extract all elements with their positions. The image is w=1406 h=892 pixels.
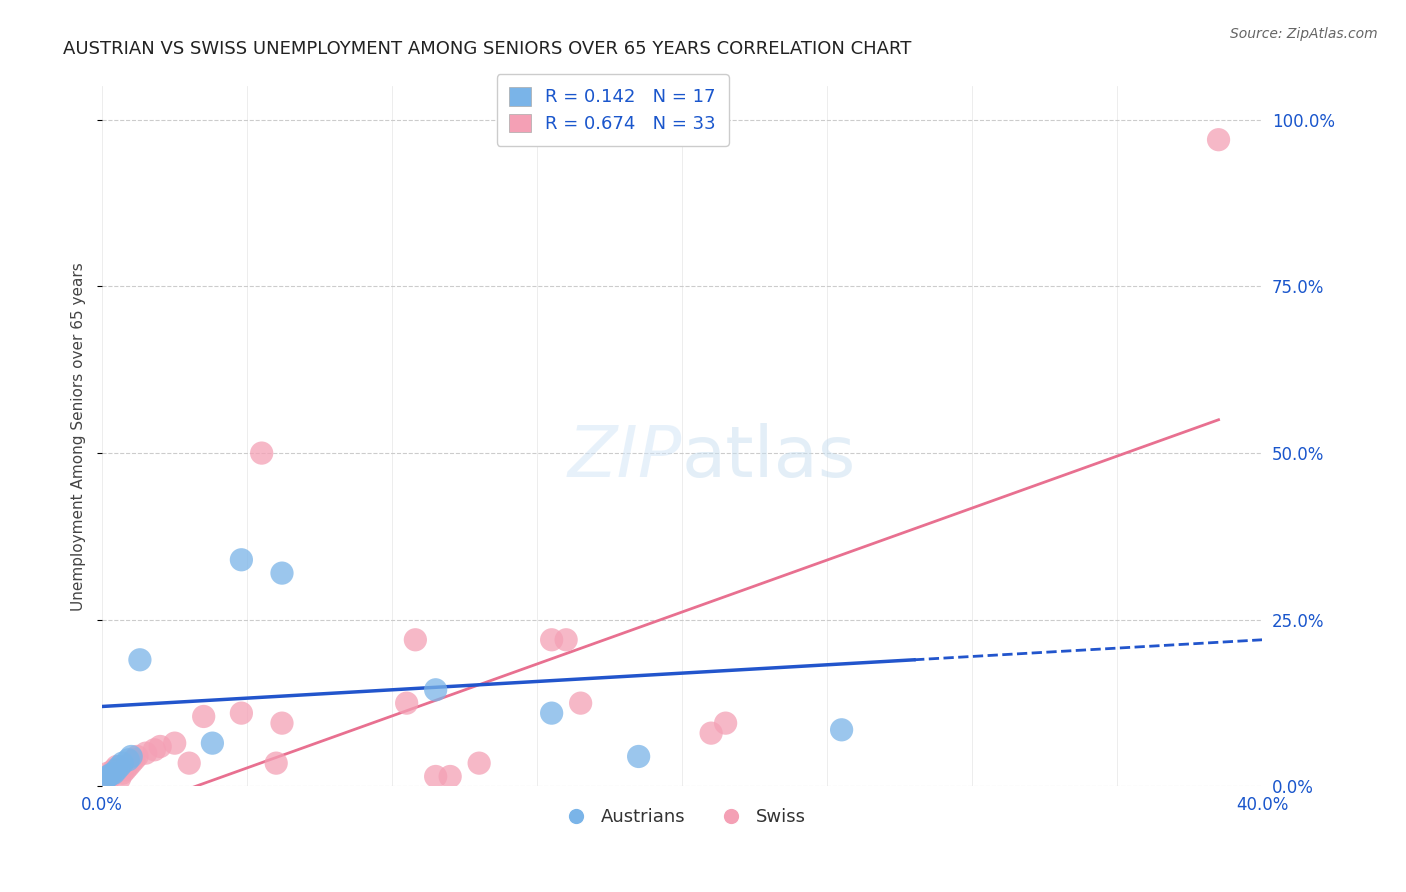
Point bbox=[120, 749, 142, 764]
Y-axis label: Unemployment Among Seniors over 65 years: Unemployment Among Seniors over 65 years bbox=[72, 262, 86, 611]
Point bbox=[117, 759, 139, 773]
Point bbox=[94, 772, 117, 787]
Point bbox=[700, 726, 723, 740]
Point bbox=[179, 756, 201, 771]
Point bbox=[271, 716, 294, 731]
Point bbox=[120, 756, 142, 771]
Point bbox=[163, 736, 186, 750]
Point bbox=[108, 759, 131, 773]
Point bbox=[555, 632, 578, 647]
Point bbox=[271, 566, 294, 581]
Point bbox=[103, 763, 125, 777]
Point bbox=[193, 709, 215, 723]
Point bbox=[569, 696, 592, 710]
Point bbox=[108, 772, 131, 786]
Point bbox=[831, 723, 853, 737]
Point bbox=[231, 706, 253, 720]
Point bbox=[111, 756, 134, 771]
Point bbox=[425, 682, 447, 697]
Point bbox=[117, 753, 139, 767]
Point bbox=[100, 769, 122, 783]
Point bbox=[97, 769, 120, 783]
Point bbox=[264, 756, 287, 771]
Point bbox=[714, 716, 737, 731]
Point bbox=[111, 766, 134, 780]
Point bbox=[231, 553, 253, 567]
Point bbox=[129, 653, 152, 667]
Point bbox=[404, 632, 426, 647]
Point bbox=[143, 743, 166, 757]
Text: ZIP: ZIP bbox=[568, 423, 682, 491]
Point bbox=[540, 632, 562, 647]
Point bbox=[103, 766, 125, 780]
Point bbox=[97, 766, 120, 780]
Text: Source: ZipAtlas.com: Source: ZipAtlas.com bbox=[1230, 27, 1378, 41]
Point bbox=[105, 763, 128, 777]
Point bbox=[1208, 133, 1230, 147]
Point bbox=[125, 749, 148, 764]
Point bbox=[250, 446, 273, 460]
Text: AUSTRIAN VS SWISS UNEMPLOYMENT AMONG SENIORS OVER 65 YEARS CORRELATION CHART: AUSTRIAN VS SWISS UNEMPLOYMENT AMONG SEN… bbox=[63, 40, 911, 58]
Point bbox=[122, 753, 145, 767]
Point bbox=[201, 736, 224, 750]
Point bbox=[114, 763, 136, 777]
Point bbox=[149, 739, 172, 754]
Point bbox=[540, 706, 562, 720]
Point bbox=[135, 746, 157, 760]
Point bbox=[439, 769, 461, 783]
Legend: Austrians, Swiss: Austrians, Swiss bbox=[551, 801, 814, 833]
Point bbox=[94, 772, 117, 787]
Point bbox=[105, 759, 128, 773]
Point bbox=[100, 767, 122, 781]
Point bbox=[395, 696, 418, 710]
Point bbox=[627, 749, 650, 764]
Text: atlas: atlas bbox=[682, 423, 856, 491]
Point bbox=[468, 756, 491, 771]
Point bbox=[425, 769, 447, 783]
